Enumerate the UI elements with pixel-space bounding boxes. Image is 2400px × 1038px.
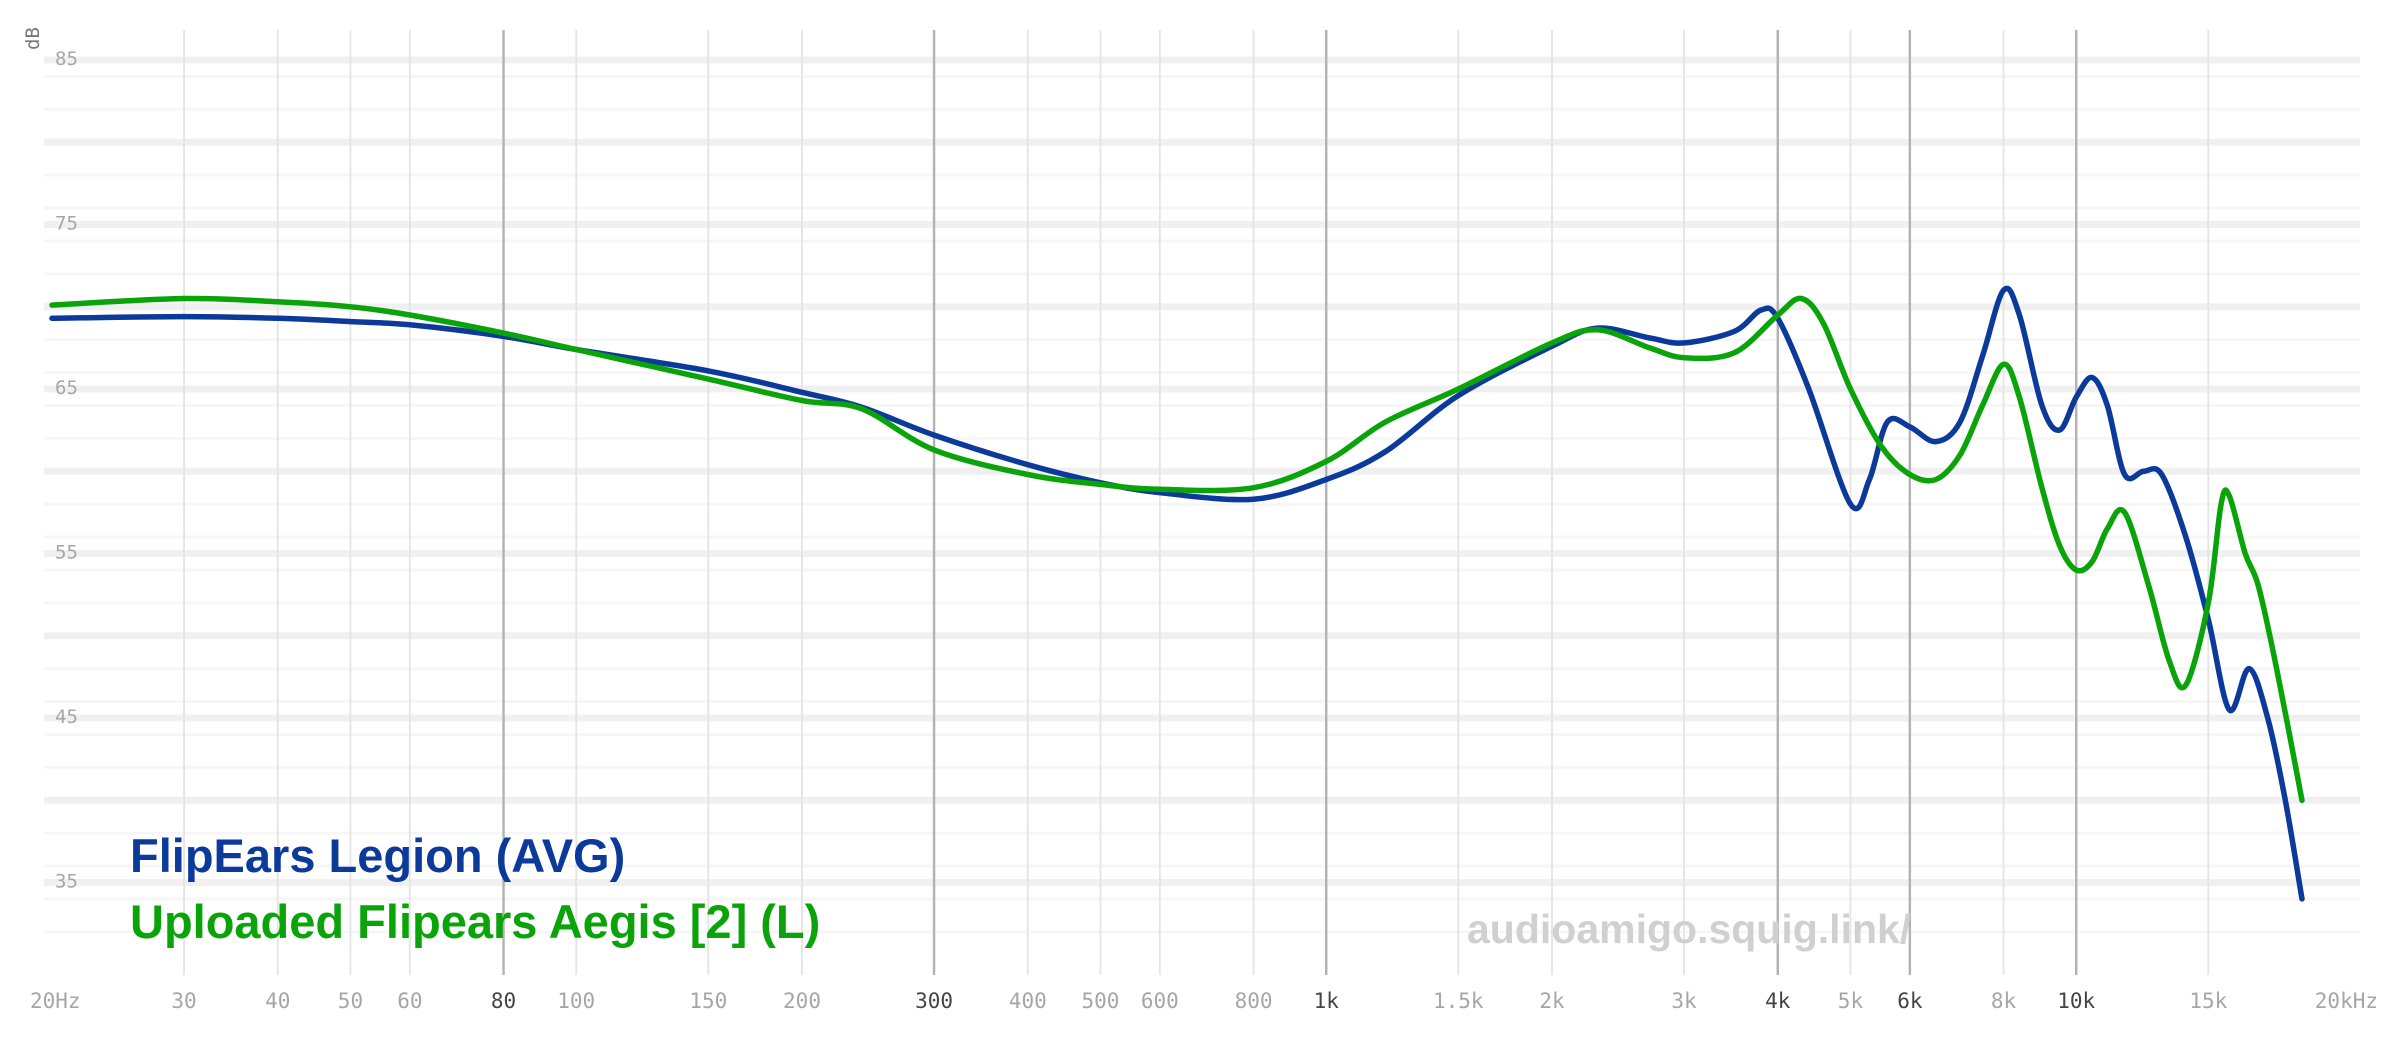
legend: FlipEars Legion (AVG) Uploaded Flipears … (130, 829, 820, 948)
y-tick-label: 75 (55, 213, 78, 235)
series-lines (49, 285, 2305, 902)
y-tick-label: 35 (55, 871, 78, 893)
y-tick-label: 65 (55, 377, 78, 399)
x-tick-label: 20kHz (2315, 989, 2378, 1013)
x-tick-label: 600 (1141, 989, 1179, 1013)
x-tick-label: 10k (2057, 989, 2095, 1013)
x-tick-label: 800 (1235, 989, 1273, 1013)
series-line-1 (49, 295, 2305, 804)
x-tick-label: 400 (1009, 989, 1047, 1013)
y-tick-label: 45 (55, 706, 78, 728)
x-tick-label: 60 (397, 989, 422, 1013)
x-tick-label: 500 (1081, 989, 1119, 1013)
watermark: audioamigo.squig.link/ (1467, 906, 1911, 952)
x-tick-label: 40 (265, 989, 290, 1013)
vertical-gridlines (183, 30, 2210, 975)
x-tick-label: 30 (171, 989, 196, 1013)
x-tick-label: 100 (557, 989, 595, 1013)
x-tick-label: 1k (1314, 989, 1340, 1013)
x-tick-label: 300 (915, 989, 953, 1013)
y-tick-label: 85 (55, 48, 78, 70)
legend-entry-legion[interactable]: FlipEars Legion (AVG) (130, 829, 625, 882)
x-tick-label: 150 (689, 989, 727, 1013)
x-tick-label: 2k (1539, 989, 1565, 1013)
x-tick-label: 5k (1838, 989, 1864, 1013)
legend-entry-aegis[interactable]: Uploaded Flipears Aegis [2] (L) (130, 895, 820, 948)
x-tick-label: 80 (491, 989, 516, 1013)
x-tick-label: 8k (1991, 989, 2017, 1013)
x-tick-label: 3k (1671, 989, 1697, 1013)
x-tick-label: 200 (783, 989, 821, 1013)
y-tick-label: 55 (55, 542, 78, 564)
y-axis-label: dB (22, 27, 44, 50)
x-tick-label: 4k (1765, 989, 1791, 1013)
x-tick-label: 20Hz (30, 989, 81, 1013)
horizontal-gridlines (44, 56, 2360, 934)
x-tick-label: 50 (338, 989, 363, 1013)
y-tick-labels: 85 75 65 55 45 35 (55, 48, 78, 893)
x-tick-label: 6k (1897, 989, 1923, 1013)
x-tick-label: 15k (2189, 989, 2227, 1013)
x-tick-labels: 20Hz 30 40 50 60 80 100 150 200 300 400 500 600 800 1k… (30, 989, 2378, 1013)
x-tick-label: 1.5k (1433, 989, 1484, 1013)
